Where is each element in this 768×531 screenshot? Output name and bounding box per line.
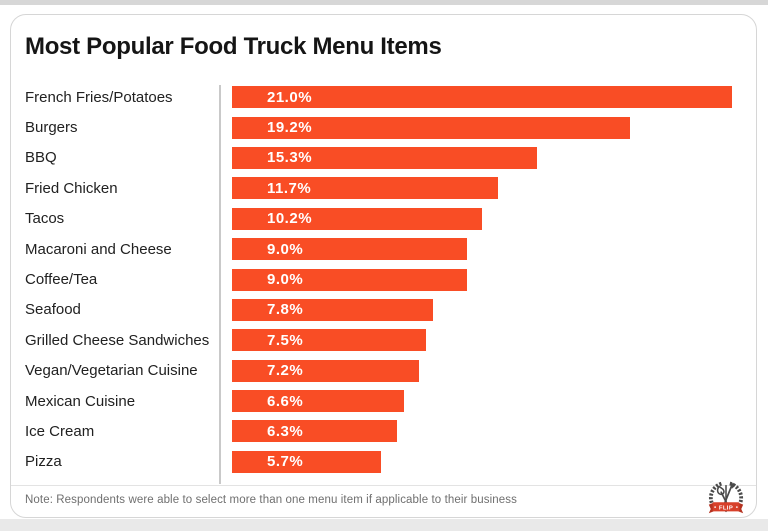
category-label: Macaroni and Cheese: [25, 240, 172, 258]
chart-row: Fried Chicken 11.7%: [11, 173, 756, 203]
bar-value-label: 6.6%: [267, 392, 304, 410]
bar: 9.0%: [232, 268, 467, 291]
bar-value-label: 10.2%: [267, 210, 313, 228]
bar: 19.2%: [232, 116, 630, 139]
bar: 6.3%: [232, 420, 397, 443]
bar-zone: 6.6%: [219, 390, 756, 413]
category-label: Ice Cream: [25, 422, 95, 440]
page-bottom-strip: [0, 519, 768, 531]
bar: 6.6%: [232, 390, 404, 413]
bar: 5.7%: [232, 450, 381, 473]
bar: 15.3%: [232, 146, 537, 169]
category-label: Tacos: [25, 210, 65, 228]
chart-row: French Fries/Potatoes 21.0%: [11, 82, 756, 112]
category-label: Burgers: [25, 119, 78, 137]
footnote: Note: Respondents were able to select mo…: [25, 494, 517, 506]
category-label: Vegan/Vegetarian Cuisine: [25, 362, 198, 380]
bar-chart: French Fries/Potatoes 21.0% Burgers 19.2…: [11, 82, 756, 477]
chart-row: Mexican Cuisine 6.6%: [11, 386, 756, 416]
bar-value-label: 15.3%: [267, 149, 313, 167]
bar: 7.2%: [232, 359, 419, 382]
flip-badge-logo: FLIP: [708, 481, 744, 514]
bar-value-label: 7.8%: [267, 301, 304, 319]
badge-circle-arcs: [708, 481, 744, 504]
chart-row: Macaroni and Cheese 9.0%: [11, 234, 756, 264]
chart-title: Most Popular Food Truck Menu Items: [25, 33, 442, 60]
bar: 7.5%: [232, 329, 426, 352]
chart-row: Coffee/Tea 9.0%: [11, 264, 756, 294]
bar: 7.8%: [232, 298, 433, 321]
bar-value-label: 7.2%: [267, 362, 304, 380]
chart-row: Seafood 7.8%: [11, 295, 756, 325]
category-label: Fried Chicken: [25, 179, 118, 197]
bar-zone: 21.0%: [219, 86, 756, 109]
chart-row: Vegan/Vegetarian Cuisine 7.2%: [11, 356, 756, 386]
category-label: Grilled Cheese Sandwiches: [25, 331, 210, 349]
bar-value-label: 5.7%: [267, 453, 304, 471]
chart-row: Pizza 5.7%: [11, 447, 756, 477]
chart-row: Tacos 10.2%: [11, 204, 756, 234]
category-label: Pizza: [25, 453, 62, 471]
page-top-strip: [0, 0, 768, 5]
bar-zone: 5.7%: [219, 450, 756, 473]
bar-zone: 7.8%: [219, 298, 756, 321]
ribbon-banner: FLIP: [708, 502, 744, 514]
bar-zone: 9.0%: [219, 268, 756, 291]
bar-value-label: 6.3%: [267, 422, 304, 440]
bar-value-label: 9.0%: [267, 240, 304, 258]
bar: 21.0%: [232, 86, 732, 109]
axis-baseline: [219, 85, 221, 484]
category-label: French Fries/Potatoes: [25, 88, 173, 106]
bar-value-label: 9.0%: [267, 271, 304, 289]
bar-zone: 9.0%: [219, 238, 756, 261]
category-label: BBQ: [25, 149, 57, 167]
chart-row: Grilled Cheese Sandwiches 7.5%: [11, 325, 756, 355]
bar-zone: 7.2%: [219, 359, 756, 382]
ribbon-text: FLIP: [719, 505, 733, 511]
bar: 10.2%: [232, 207, 482, 230]
bar-zone: 10.2%: [219, 207, 756, 230]
bar-value-label: 7.5%: [267, 331, 304, 349]
bar-zone: 7.5%: [219, 329, 756, 352]
category-label: Coffee/Tea: [25, 271, 98, 289]
bar-zone: 6.3%: [219, 420, 756, 443]
bar-value-label: 11.7%: [267, 179, 312, 197]
chart-row: Burgers 19.2%: [11, 112, 756, 142]
category-label: Seafood: [25, 301, 81, 319]
bar: 9.0%: [232, 238, 467, 261]
bar-zone: 19.2%: [219, 116, 756, 139]
chart-row: BBQ 15.3%: [11, 143, 756, 173]
bar-zone: 11.7%: [219, 177, 756, 200]
note-divider: [11, 485, 756, 486]
chart-row: Ice Cream 6.3%: [11, 416, 756, 446]
bar-value-label: 19.2%: [267, 119, 313, 137]
bar: 11.7%: [232, 177, 498, 200]
bar-value-label: 21.0%: [267, 88, 313, 106]
category-label: Mexican Cuisine: [25, 392, 136, 410]
infographic-card: Most Popular Food Truck Menu Items Frenc…: [10, 14, 757, 518]
bar-zone: 15.3%: [219, 146, 756, 169]
